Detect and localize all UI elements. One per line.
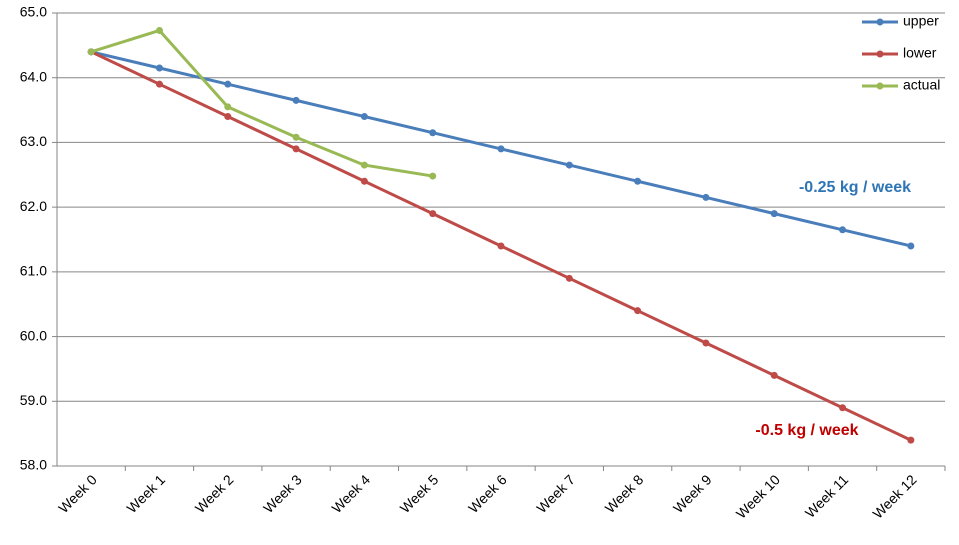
point (565, 274, 573, 282)
legend-marker (876, 50, 884, 58)
point (224, 80, 232, 88)
x-tick-label: Week 9 (670, 471, 715, 516)
legend-label: actual (903, 77, 940, 93)
legend-label: lower (903, 45, 937, 61)
x-tick-label: Week 10 (733, 471, 783, 521)
x-tick-label: Week 8 (602, 471, 647, 516)
annotation: -0.5 kg / week (755, 422, 858, 439)
point (224, 103, 232, 111)
point (429, 210, 437, 218)
point (292, 133, 300, 141)
point (224, 113, 232, 121)
x-tick-label: Week 1 (123, 471, 168, 516)
y-tick-label: 63.0 (20, 133, 47, 149)
legend-label: upper (903, 13, 939, 29)
y-tick-label: 62.0 (20, 198, 47, 214)
y-tick-label: 59.0 (20, 392, 47, 408)
x-tick-label: Week 5 (397, 471, 442, 516)
point (565, 161, 573, 169)
point (770, 371, 778, 379)
point (360, 177, 368, 185)
y-tick-label: 60.0 (20, 327, 47, 343)
x-tick-label: Week 3 (260, 471, 305, 516)
y-tick-label: 64.0 (20, 68, 47, 84)
point (360, 161, 368, 169)
y-tick-label: 61.0 (20, 263, 47, 279)
point (155, 26, 163, 34)
point (497, 242, 505, 250)
y-tick-label: 65.0 (20, 4, 47, 20)
x-tick-label: Week 2 (192, 471, 237, 516)
point (907, 436, 915, 444)
point (292, 145, 300, 153)
legend-marker (876, 18, 884, 26)
point (155, 80, 163, 88)
x-tick-label: Week 0 (55, 471, 100, 516)
point (360, 113, 368, 121)
point (634, 177, 642, 185)
x-tick-label: Week 4 (328, 471, 373, 516)
point (839, 404, 847, 412)
point (429, 129, 437, 137)
point (907, 242, 915, 250)
point (497, 145, 505, 153)
x-tick-label: Week 6 (465, 471, 510, 516)
point (702, 193, 710, 201)
point (839, 226, 847, 234)
point (87, 48, 95, 56)
point (429, 172, 437, 180)
point (634, 307, 642, 315)
series-line (90, 28, 433, 178)
legend-marker (876, 82, 884, 90)
point (155, 64, 163, 72)
point (770, 210, 778, 218)
x-tick-label: Week 11 (802, 471, 852, 521)
point (702, 339, 710, 347)
x-tick-label: Week 7 (533, 471, 578, 516)
point (292, 96, 300, 104)
x-tick-label: Week 12 (869, 471, 919, 521)
y-tick-label: 58.0 (20, 457, 47, 473)
annotation: -0.25 kg / week (799, 179, 911, 196)
